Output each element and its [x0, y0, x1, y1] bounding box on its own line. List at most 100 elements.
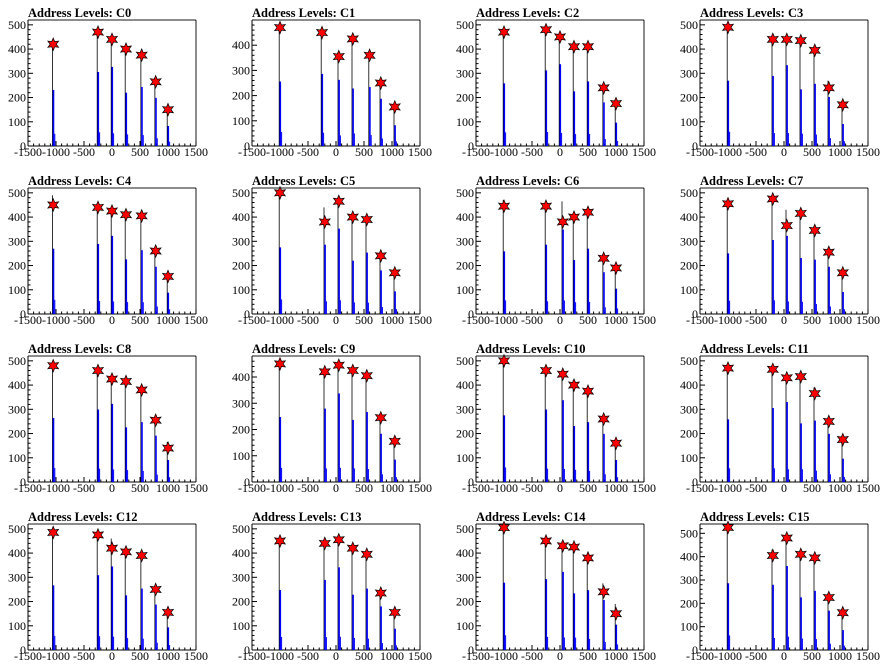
peak-marker	[91, 363, 105, 378]
x-tick-label: -1500	[238, 649, 266, 663]
histogram-panel: Address Levels: C13 0 100 200 300 400 500 -1500…	[224, 504, 448, 672]
x-tick-label: -500	[745, 145, 767, 159]
peak-marker	[556, 538, 569, 553]
histogram-panel: Address Levels: C0 0 100 200 300 400 500 -1500-…	[0, 0, 224, 168]
peak-marker	[822, 80, 835, 95]
y-tick-label: 200	[680, 596, 698, 610]
peak-marker	[721, 196, 735, 211]
x-tick-label: 1000	[156, 313, 180, 327]
y-tick-label: 200	[456, 595, 474, 609]
y-tick-label: 300	[680, 66, 698, 80]
peak-marker	[332, 49, 345, 64]
x-tick-label: -500	[297, 649, 319, 663]
x-tick-label: -500	[297, 313, 319, 327]
y-tick-label: 300	[8, 234, 26, 248]
peak-marker	[836, 97, 849, 112]
y-tick-label: 100	[232, 114, 250, 128]
y-tick-label: 200	[232, 259, 250, 273]
x-tick-label: 0	[557, 481, 563, 495]
y-tick-label: 0	[468, 475, 474, 489]
peak-marker	[135, 382, 148, 398]
peak-marker	[567, 209, 581, 225]
peak-marker	[388, 434, 401, 449]
x-tick-label: 0	[557, 313, 563, 327]
x-tick-label: -500	[73, 313, 95, 327]
x-tick-label: 1500	[632, 649, 656, 663]
peak-marker	[822, 245, 835, 260]
x-tick-label: -1500	[14, 145, 42, 159]
x-tick-label: 500	[579, 313, 597, 327]
y-tick-label: 500	[8, 186, 26, 200]
peak-marker	[766, 191, 779, 207]
chart-title: Address Levels: C7	[700, 174, 804, 188]
peak-marker	[808, 550, 821, 565]
peak-marker	[836, 605, 849, 620]
y-tick-label: 500	[680, 186, 698, 200]
y-tick-label: 200	[680, 259, 698, 273]
peak-marker	[374, 410, 387, 425]
peak-marker	[47, 525, 60, 540]
peak-marker	[597, 584, 610, 599]
y-tick-label: 200	[232, 595, 250, 609]
y-tick-label: 100	[232, 619, 250, 633]
x-tick-label: -1500	[238, 481, 266, 495]
x-tick-label: -1000	[714, 145, 742, 159]
peak-marker	[497, 199, 511, 214]
peak-marker	[556, 367, 569, 382]
x-tick-label: -1500	[686, 481, 714, 495]
chart-title: Address Levels: C10	[476, 342, 586, 356]
y-tick-label: 0	[468, 643, 474, 657]
y-tick-label: 100	[680, 115, 698, 129]
x-tick-label: 1500	[632, 313, 656, 327]
x-tick-label: 1000	[156, 145, 180, 159]
peak-marker	[135, 208, 148, 223]
y-tick-label: 200	[680, 91, 698, 105]
plot-area: 0 100 200 300 400 500 -1500 -1000 -500 0 500 1000 15…	[232, 522, 432, 663]
x-tick-label: -500	[745, 313, 767, 327]
x-tick-label: -1500	[462, 313, 490, 327]
y-tick-label: 200	[680, 427, 698, 441]
y-tick-label: 400	[680, 550, 698, 564]
y-tick-label: 500	[232, 522, 250, 536]
peak-marker	[597, 251, 610, 266]
peak-marker	[374, 585, 387, 601]
x-tick-label: 0	[109, 313, 115, 327]
peak-marker	[119, 374, 133, 389]
y-tick-label: 500	[456, 18, 474, 32]
x-tick-label: -500	[297, 145, 319, 159]
x-tick-label: -500	[73, 481, 95, 495]
histogram-panel: Address Levels: C11 0 100 200 300 400 500 -1500…	[672, 336, 896, 504]
peak-marker	[808, 43, 821, 58]
peak-marker	[553, 29, 567, 45]
x-tick-label: 500	[355, 313, 373, 327]
y-tick-label: 300	[456, 570, 474, 584]
x-tick-label: 1500	[184, 481, 208, 495]
y-tick-label: 300	[456, 234, 474, 248]
peak-marker	[332, 532, 345, 547]
peak-marker	[794, 547, 807, 562]
y-tick-label: 0	[20, 643, 26, 657]
y-tick-label: 300	[680, 234, 698, 248]
peak-marker	[273, 356, 287, 371]
plot-area: 0 100 200 300 400 500 -1500 -1000 -500 0 500 1000 15…	[680, 18, 880, 159]
chart-title: Address Levels: C1	[252, 6, 356, 20]
peak-marker	[836, 432, 849, 447]
peak-marker	[567, 39, 581, 54]
x-tick-label: -1000	[42, 649, 70, 663]
plot-area: 0 100 200 300 400 500 -1500 -1000 -500 0 500 1000 15…	[456, 353, 656, 495]
x-tick-label: 1500	[856, 481, 880, 495]
chart-title: Address Levels: C15	[700, 510, 810, 524]
y-tick-label: 300	[456, 402, 474, 416]
x-tick-label: -1000	[490, 649, 518, 663]
y-tick-label: 400	[680, 378, 698, 392]
peak-marker	[149, 243, 162, 259]
peak-marker	[497, 353, 511, 368]
x-tick-label: 0	[781, 481, 787, 495]
peak-marker	[346, 31, 359, 47]
peak-marker	[318, 536, 331, 551]
peak-marker	[581, 39, 595, 54]
x-tick-label: 1500	[184, 649, 208, 663]
x-tick-label: -1500	[462, 649, 490, 663]
y-tick-label: 400	[232, 38, 250, 52]
peak-marker	[149, 413, 162, 428]
